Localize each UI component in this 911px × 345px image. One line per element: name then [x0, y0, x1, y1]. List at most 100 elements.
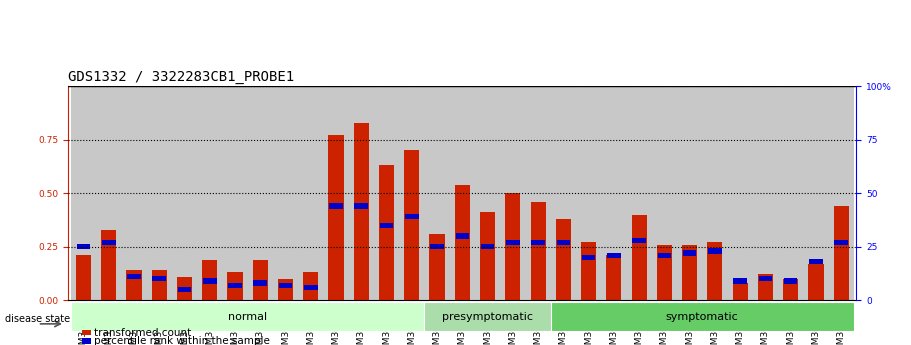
Bar: [480, 213, 496, 300]
Bar: [273, 86, 298, 300]
Bar: [631, 215, 647, 300]
Bar: [71, 86, 96, 300]
Text: presymptomatic: presymptomatic: [442, 312, 533, 322]
Bar: [222, 86, 248, 300]
Bar: [278, 279, 293, 300]
Bar: [456, 233, 469, 239]
Bar: [77, 244, 90, 249]
Bar: [101, 229, 117, 300]
Bar: [71, 302, 425, 331]
Bar: [834, 240, 848, 245]
Bar: [128, 274, 141, 279]
Bar: [651, 86, 677, 300]
Bar: [728, 86, 752, 300]
Bar: [783, 279, 798, 300]
Bar: [834, 206, 849, 300]
Bar: [279, 283, 292, 288]
Bar: [783, 278, 797, 284]
Bar: [329, 136, 343, 300]
Bar: [506, 240, 519, 245]
Bar: [349, 86, 374, 300]
Bar: [147, 86, 172, 300]
Bar: [96, 86, 121, 300]
Bar: [323, 86, 349, 300]
Bar: [601, 86, 627, 300]
Bar: [303, 272, 318, 300]
Bar: [778, 86, 804, 300]
Bar: [481, 244, 495, 249]
Bar: [151, 270, 167, 300]
Bar: [702, 86, 728, 300]
Bar: [733, 278, 747, 284]
Bar: [228, 283, 241, 288]
Bar: [429, 234, 445, 300]
Bar: [127, 270, 141, 300]
Bar: [683, 250, 697, 256]
Bar: [353, 122, 369, 300]
Bar: [425, 302, 551, 331]
Bar: [809, 259, 823, 264]
Bar: [228, 272, 242, 300]
Bar: [248, 86, 273, 300]
Bar: [399, 86, 425, 300]
Bar: [404, 150, 419, 300]
Bar: [531, 240, 545, 245]
Bar: [380, 223, 394, 228]
Bar: [682, 245, 697, 300]
Text: transformed count: transformed count: [94, 328, 191, 337]
Bar: [732, 283, 748, 300]
Bar: [298, 86, 323, 300]
Bar: [152, 276, 166, 282]
Text: GDS1332 / 3322283CB1_PROBE1: GDS1332 / 3322283CB1_PROBE1: [68, 70, 294, 84]
Text: disease state: disease state: [5, 314, 69, 324]
Bar: [677, 86, 702, 300]
Bar: [197, 86, 222, 300]
Bar: [708, 248, 722, 254]
Text: symptomatic: symptomatic: [666, 312, 739, 322]
Bar: [582, 255, 596, 260]
Bar: [177, 277, 192, 300]
Bar: [500, 86, 526, 300]
Bar: [759, 276, 773, 282]
Bar: [506, 193, 520, 300]
Bar: [551, 302, 854, 331]
Bar: [581, 243, 596, 300]
Bar: [425, 86, 450, 300]
Bar: [556, 219, 571, 300]
Bar: [627, 86, 651, 300]
Bar: [530, 202, 546, 300]
Bar: [632, 238, 646, 243]
Bar: [253, 280, 267, 286]
Bar: [450, 86, 475, 300]
Bar: [121, 86, 147, 300]
Bar: [657, 245, 672, 300]
Bar: [455, 185, 470, 300]
Bar: [658, 253, 671, 258]
Bar: [808, 264, 824, 300]
Bar: [172, 86, 197, 300]
Bar: [557, 240, 570, 245]
Text: percentile rank within the sample: percentile rank within the sample: [94, 336, 270, 345]
Bar: [354, 203, 368, 209]
Bar: [804, 86, 829, 300]
Bar: [202, 259, 218, 300]
Bar: [526, 86, 551, 300]
Bar: [405, 214, 419, 219]
Bar: [203, 278, 217, 284]
Bar: [430, 244, 444, 249]
Bar: [551, 86, 576, 300]
Bar: [374, 86, 399, 300]
Bar: [102, 240, 116, 245]
Bar: [475, 86, 500, 300]
Bar: [758, 275, 773, 300]
Text: normal: normal: [228, 312, 267, 322]
Bar: [576, 86, 601, 300]
Bar: [607, 253, 620, 258]
Bar: [752, 86, 778, 300]
Bar: [329, 203, 343, 209]
Bar: [252, 259, 268, 300]
Bar: [76, 255, 91, 300]
Bar: [379, 165, 394, 300]
Bar: [304, 285, 318, 290]
Bar: [607, 255, 621, 300]
